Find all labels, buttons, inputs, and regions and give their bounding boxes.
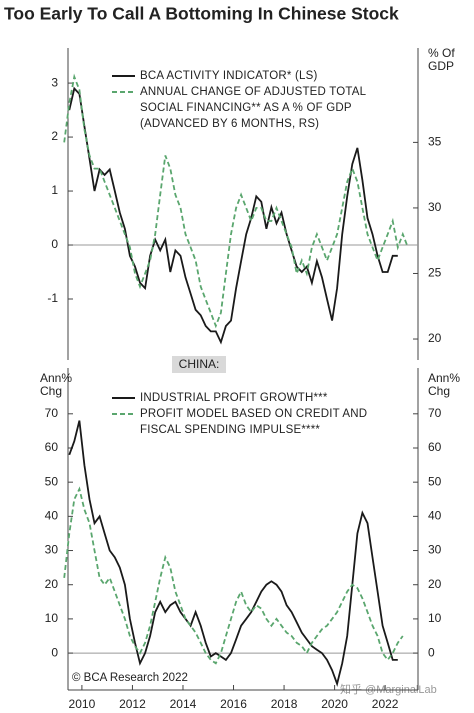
y-tick-label: 60 <box>45 440 59 454</box>
y2-tick-label: 20 <box>428 331 442 345</box>
watermark: 知乎 @MarginalLab <box>340 682 437 696</box>
series-line <box>68 420 398 687</box>
footer: © BCA Research 2022 <box>72 672 188 684</box>
y-tick-label: 2 <box>51 129 58 143</box>
x-tick-label: 2022 <box>372 697 399 711</box>
y-tick-label: 30 <box>45 543 59 557</box>
series-line <box>63 486 404 665</box>
legend-label: INDUSTRIAL PROFIT GROWTH*** <box>140 392 328 404</box>
y2-tick-label: 30 <box>428 543 442 557</box>
y-tick-label: 3 <box>51 75 58 89</box>
y2-tick-label: 60 <box>428 440 442 454</box>
legend-label: PROFIT MODEL BASED ON CREDIT AND FISCAL … <box>140 408 368 436</box>
y-tick-label: 20 <box>45 577 59 591</box>
legend-label: BCA ACTIVITY INDICATOR* (LS) <box>140 70 318 82</box>
series-line <box>63 73 409 329</box>
chart-title: Too Early To Call A Bottoming In Chinese… <box>4 4 399 24</box>
x-tick-label: 2014 <box>170 697 197 711</box>
y-tick-label: 70 <box>45 406 59 420</box>
x-tick-label: 2018 <box>271 697 298 711</box>
y2-tick-label: 25 <box>428 266 442 280</box>
y-axis-label: Ann% Chg <box>40 371 73 398</box>
y-tick-label: 50 <box>45 474 59 488</box>
y2-tick-label: 10 <box>428 611 442 625</box>
x-tick-label: 2016 <box>220 697 247 711</box>
y-tick-label: 40 <box>45 509 59 523</box>
y2-tick-label: 0 <box>428 645 435 659</box>
y2-axis-label: Ann% Chg <box>428 371 461 398</box>
y-tick-label: 0 <box>51 237 58 251</box>
y2-tick-label: 40 <box>428 509 442 523</box>
y2-tick-label: 35 <box>428 135 442 149</box>
x-tick-label: 2012 <box>119 697 146 711</box>
y2-axis-label: % Of GDP <box>428 46 455 73</box>
y-tick-label: 0 <box>51 645 58 659</box>
series-line <box>68 86 398 345</box>
x-tick-label: 2010 <box>69 697 96 711</box>
panel-label-bg <box>172 356 226 373</box>
y-tick-label: 1 <box>51 183 58 197</box>
y2-tick-label: 70 <box>428 406 442 420</box>
panel-label: CHINA: <box>179 357 220 371</box>
y-tick-label: 10 <box>45 611 59 625</box>
x-tick-label: 2020 <box>321 697 348 711</box>
y2-tick-label: 30 <box>428 200 442 214</box>
legend-label: ANNUAL CHANGE OF ADJUSTED TOTAL SOCIAL F… <box>140 86 366 130</box>
y2-tick-label: 20 <box>428 577 442 591</box>
y-tick-label: -1 <box>47 291 58 305</box>
y2-tick-label: 50 <box>428 474 442 488</box>
